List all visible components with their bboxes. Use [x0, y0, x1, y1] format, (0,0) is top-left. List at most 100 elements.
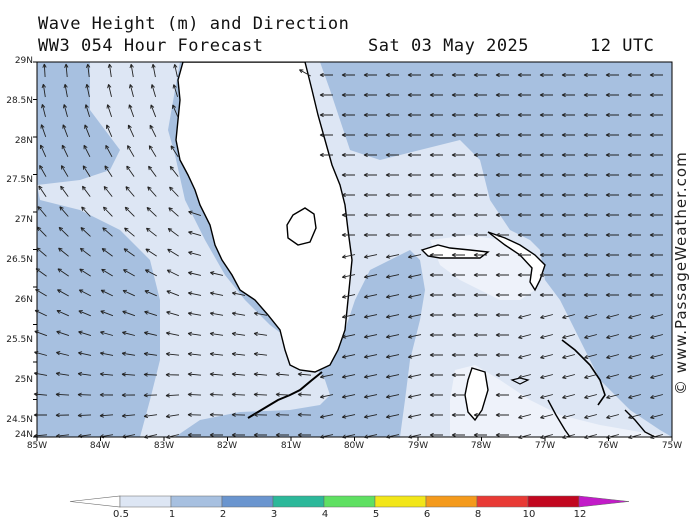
direction-arrow	[451, 432, 465, 438]
direction-arrow	[583, 192, 597, 198]
direction-arrow	[540, 414, 554, 420]
direction-arrow	[540, 334, 554, 340]
direction-arrow	[562, 394, 576, 400]
direction-arrow	[58, 226, 69, 237]
direction-arrow	[606, 314, 620, 320]
direction-arrow	[106, 124, 113, 137]
lon-label: 83W	[153, 441, 175, 451]
direction-arrow	[209, 291, 224, 296]
direction-arrow	[107, 84, 112, 98]
direction-arrow	[561, 212, 575, 218]
direction-arrow	[517, 232, 531, 238]
direction-arrow	[57, 289, 69, 297]
direction-arrow	[363, 152, 377, 158]
forecast-time: 12 UTC	[590, 36, 655, 56]
direction-arrow	[209, 432, 223, 438]
direction-arrow	[583, 272, 597, 278]
direction-arrow	[451, 112, 465, 118]
direction-arrow	[628, 414, 642, 420]
direction-arrow	[41, 83, 46, 98]
direction-arrow	[517, 212, 531, 218]
direction-arrow	[451, 172, 465, 178]
direction-arrow	[187, 311, 202, 316]
direction-arrow	[363, 92, 377, 98]
direction-arrow	[605, 292, 619, 298]
direction-arrow	[34, 309, 47, 317]
direction-arrow	[319, 394, 334, 399]
direction-arrow	[473, 292, 487, 298]
direction-arrow	[341, 334, 356, 339]
direction-arrow	[495, 72, 509, 78]
direction-arrow	[583, 132, 597, 138]
direction-arrow	[41, 104, 46, 118]
direction-arrow	[187, 432, 201, 438]
direction-arrow	[99, 372, 114, 377]
direction-arrow	[495, 132, 509, 138]
direction-arrow	[495, 332, 509, 338]
direction-arrow	[363, 334, 378, 339]
eleuthera	[561, 339, 606, 406]
direction-arrow	[517, 172, 531, 178]
direction-arrow	[627, 72, 641, 78]
direction-arrow	[451, 332, 465, 338]
direction-arrow	[385, 92, 399, 98]
lat-label: 28N	[14, 136, 33, 146]
direction-arrow	[341, 274, 356, 279]
direction-arrow	[77, 433, 92, 439]
direction-arrow	[561, 252, 575, 258]
direction-arrow	[363, 354, 378, 359]
direction-arrow	[495, 312, 509, 318]
direction-arrow	[451, 412, 465, 418]
direction-arrow	[33, 412, 47, 418]
direction-arrow	[319, 92, 333, 98]
direction-arrow	[562, 374, 576, 380]
direction-arrow	[473, 112, 487, 118]
direction-arrow	[85, 83, 90, 98]
direction-arrow	[584, 374, 598, 380]
direction-arrow	[495, 112, 509, 118]
direction-arrow	[650, 354, 664, 360]
direction-arrow	[605, 232, 619, 238]
direction-arrow	[341, 92, 355, 98]
direction-arrow	[473, 212, 487, 218]
direction-arrow	[539, 212, 553, 218]
direction-arrow	[562, 334, 576, 340]
direction-arrow	[101, 248, 113, 257]
direction-arrow	[165, 414, 180, 419]
direction-arrow	[539, 172, 553, 178]
direction-arrow	[540, 374, 554, 380]
direction-arrow	[561, 152, 575, 158]
direction-arrow	[363, 414, 378, 419]
direction-arrow	[173, 64, 178, 78]
direction-arrow	[407, 394, 422, 399]
direction-arrow	[583, 212, 597, 218]
direction-arrow	[451, 192, 465, 198]
direction-arrow	[605, 192, 619, 198]
direction-arrow	[231, 392, 246, 397]
direction-arrow	[253, 372, 268, 377]
lon-label: 81W	[280, 441, 302, 451]
direction-arrow	[253, 331, 268, 337]
direction-arrow	[407, 354, 422, 359]
direction-arrow	[495, 292, 509, 298]
lat-label: 25N	[14, 375, 33, 385]
direction-arrow	[62, 124, 69, 138]
direction-arrow	[451, 372, 465, 378]
direction-arrow	[363, 112, 377, 118]
direction-arrow	[341, 172, 355, 178]
direction-arrow	[187, 291, 202, 296]
direction-arrow	[103, 185, 113, 197]
direction-arrow	[84, 124, 91, 138]
direction-arrow	[187, 351, 202, 357]
direction-arrow	[55, 392, 70, 397]
direction-arrow	[319, 414, 334, 419]
direction-arrow	[584, 394, 598, 400]
direction-arrow	[319, 112, 333, 118]
direction-arrow	[605, 252, 619, 258]
lake-okeechobee	[286, 207, 317, 246]
direction-arrow	[297, 412, 312, 417]
direction-arrow	[124, 227, 135, 237]
direction-arrow	[561, 272, 575, 278]
colorbar-min-triangle	[69, 495, 121, 508]
direction-arrow	[147, 186, 157, 197]
